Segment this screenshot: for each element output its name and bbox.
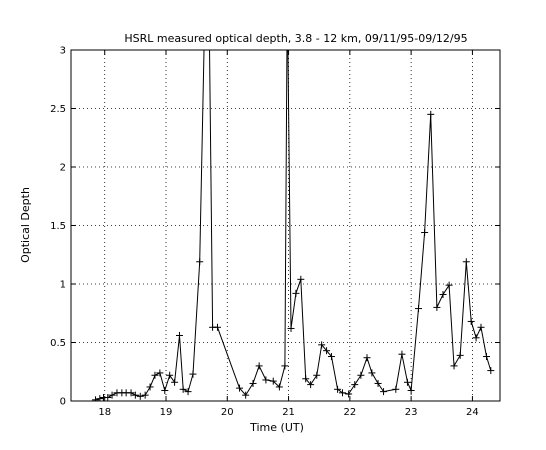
data-point xyxy=(189,370,197,378)
data-point xyxy=(104,393,112,401)
data-point xyxy=(287,324,295,332)
data-series-line xyxy=(95,50,492,401)
data-point xyxy=(483,353,491,361)
data-point xyxy=(297,275,305,283)
data-point xyxy=(184,388,192,396)
data-point xyxy=(108,391,116,399)
data-point xyxy=(307,381,315,389)
data-point xyxy=(403,378,411,386)
data-point xyxy=(92,396,100,401)
data-point xyxy=(262,376,270,384)
data-point xyxy=(255,362,263,370)
data-point xyxy=(161,386,169,394)
data-point xyxy=(357,371,365,379)
y-tick-label: 2.5 xyxy=(50,104,66,115)
data-point xyxy=(275,383,283,391)
data-point xyxy=(242,391,250,399)
data-point xyxy=(323,347,331,355)
x-tick-label: 23 xyxy=(405,407,418,418)
data-point xyxy=(171,378,179,386)
data-point xyxy=(156,369,164,377)
data-point xyxy=(151,371,159,379)
data-point xyxy=(414,305,422,313)
chart-title: HSRL measured optical depth, 3.8 - 12 km… xyxy=(124,32,467,45)
data-point xyxy=(407,386,415,394)
data-point xyxy=(127,389,135,397)
data-point xyxy=(131,391,139,399)
data-point xyxy=(175,331,183,339)
plot-area xyxy=(92,50,495,401)
data-point xyxy=(166,371,174,379)
y-axis-label: Optical Depth xyxy=(19,187,32,263)
data-point xyxy=(292,289,300,297)
data-point xyxy=(196,258,204,266)
x-tick-label: 20 xyxy=(221,407,234,418)
data-point xyxy=(487,367,495,375)
grid xyxy=(71,49,500,402)
tick-labels: 18 19 20 21 22 23 24 0 0.5 1 1.5 2 2.5 3 xyxy=(50,46,479,419)
y-tick-label: 1 xyxy=(60,280,66,291)
data-point xyxy=(281,362,289,370)
data-point xyxy=(368,369,376,377)
data-point xyxy=(472,334,480,342)
data-point xyxy=(477,323,485,331)
data-point xyxy=(445,281,453,289)
data-point xyxy=(338,389,346,397)
data-point xyxy=(318,341,326,349)
y-tick-label: 0 xyxy=(60,397,66,408)
data-point xyxy=(427,110,435,118)
x-tick-label: 18 xyxy=(98,407,111,418)
data-point xyxy=(249,379,257,387)
y-tick-label: 2 xyxy=(60,163,66,174)
data-point xyxy=(462,258,470,266)
x-tick-label: 24 xyxy=(466,407,479,418)
data-point xyxy=(269,377,277,385)
x-axis-label: Time (UT) xyxy=(249,421,304,434)
plot-frame xyxy=(70,49,501,402)
y-tick-label: 3 xyxy=(60,46,66,57)
data-point xyxy=(236,384,244,392)
data-point xyxy=(392,385,400,393)
data-point xyxy=(179,385,187,393)
data-point xyxy=(456,351,464,359)
x-tick-label: 19 xyxy=(160,407,173,418)
data-point xyxy=(302,375,310,383)
data-point xyxy=(327,353,335,361)
data-point xyxy=(363,354,371,362)
x-tick-label: 21 xyxy=(282,407,295,418)
data-point xyxy=(334,385,342,393)
data-point xyxy=(141,391,149,399)
data-point xyxy=(351,381,359,389)
y-tick-label: 0.5 xyxy=(50,338,66,349)
data-point xyxy=(345,390,353,398)
data-point xyxy=(450,362,458,370)
y-tick-label: 1.5 xyxy=(50,221,66,232)
x-tick-label: 22 xyxy=(343,407,356,418)
data-point xyxy=(136,392,144,400)
data-point xyxy=(421,229,429,237)
data-point xyxy=(213,323,221,331)
data-point xyxy=(398,350,406,358)
data-point xyxy=(439,291,447,299)
data-point xyxy=(313,371,321,379)
data-point xyxy=(374,379,382,387)
data-point xyxy=(380,388,388,396)
data-point xyxy=(146,383,154,391)
data-point xyxy=(433,303,441,311)
data-point xyxy=(467,317,475,325)
